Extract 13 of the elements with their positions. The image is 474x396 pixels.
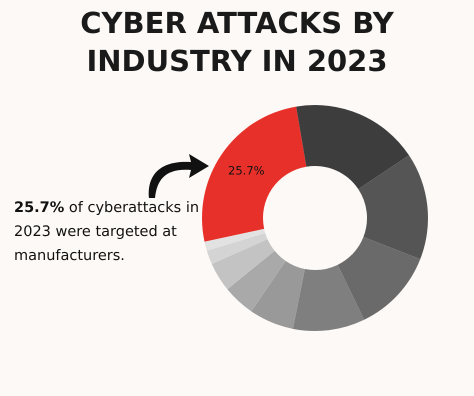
donut-slice (227, 250, 286, 312)
donut-slice (212, 239, 275, 290)
donut-slice (204, 228, 266, 251)
donut-slice (358, 155, 428, 260)
data-label: 25.7% (228, 163, 265, 178)
donut-slice (206, 233, 268, 264)
chart-title: CYBER ATTACKS BY INDUSTRY IN 2023 (80, 6, 395, 78)
donut-slice (338, 236, 420, 320)
donut-slice (251, 260, 305, 329)
donut-slice (202, 106, 306, 242)
text: 25.7% of cyberattacks in 2023 were targeted at manufacturers. (14, 199, 200, 266)
donut-slice (292, 264, 364, 331)
donut-slice (296, 105, 409, 190)
